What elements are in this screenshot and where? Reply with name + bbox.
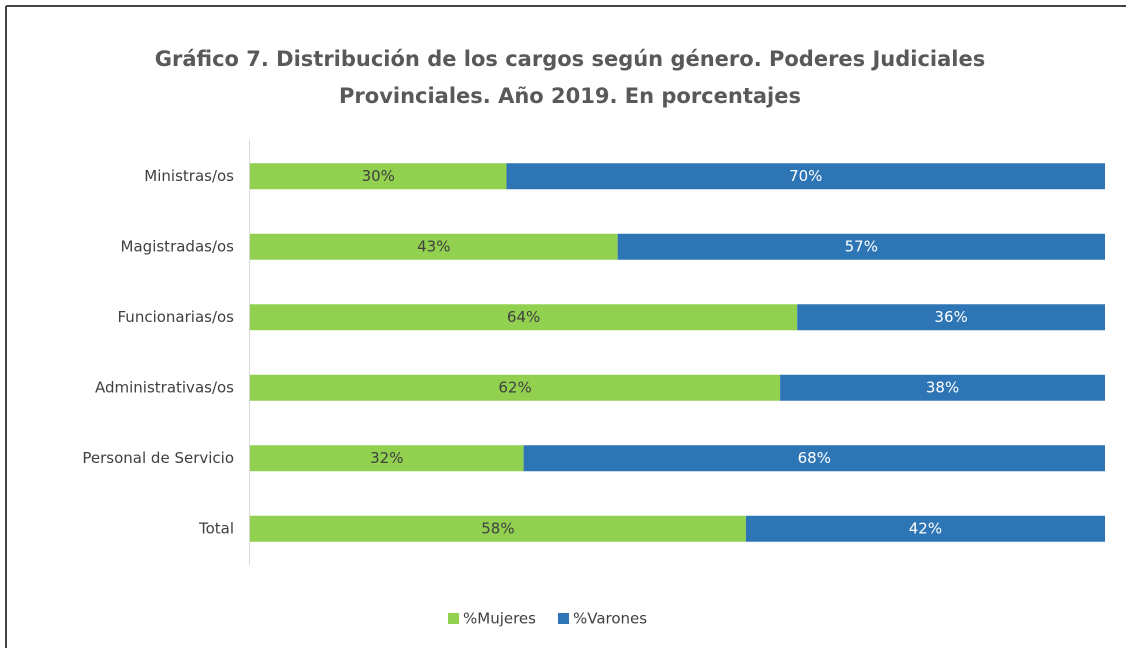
data-label: 43% <box>417 237 450 255</box>
bar-segment <box>250 445 524 472</box>
y-tick-label: Magistradas/os <box>121 237 235 255</box>
bar-segment <box>250 233 618 260</box>
bar-segment <box>797 304 1105 331</box>
data-label: 68% <box>798 449 831 467</box>
bar-segment <box>506 163 1105 190</box>
chart-title: Gráfico 7. Distribución de los cargos se… <box>155 47 986 71</box>
legend-swatch <box>448 613 459 624</box>
data-label: 57% <box>845 237 878 255</box>
y-tick-label: Funcionarias/os <box>118 308 235 326</box>
bar-segment <box>617 233 1105 260</box>
data-label: 64% <box>507 308 540 326</box>
data-label: 32% <box>370 449 403 467</box>
data-label: 42% <box>909 519 942 537</box>
data-label: 30% <box>362 167 395 185</box>
legend-label: %Varones <box>573 610 647 628</box>
bar-segment <box>780 374 1105 401</box>
bar-segment <box>250 515 746 542</box>
bar-segment <box>250 374 781 401</box>
data-label: 70% <box>789 167 822 185</box>
y-tick-label: Personal de Servicio <box>82 449 234 467</box>
y-tick-label: Administrativas/os <box>95 378 234 396</box>
bar-segment <box>745 515 1105 542</box>
chart-title: Provinciales. Año 2019. En porcentajes <box>339 84 801 108</box>
data-label: 36% <box>934 308 967 326</box>
bar-segment <box>250 163 507 190</box>
y-tick-label: Total <box>198 519 234 537</box>
y-tick-label: Ministras/os <box>144 167 234 185</box>
bar-segment <box>250 304 798 331</box>
legend-swatch <box>557 613 569 624</box>
bar-segment <box>523 445 1105 472</box>
data-label: 58% <box>481 519 514 537</box>
data-label: 62% <box>498 378 531 396</box>
legend-label: %Mujeres <box>463 610 536 628</box>
data-label: 38% <box>926 378 959 396</box>
